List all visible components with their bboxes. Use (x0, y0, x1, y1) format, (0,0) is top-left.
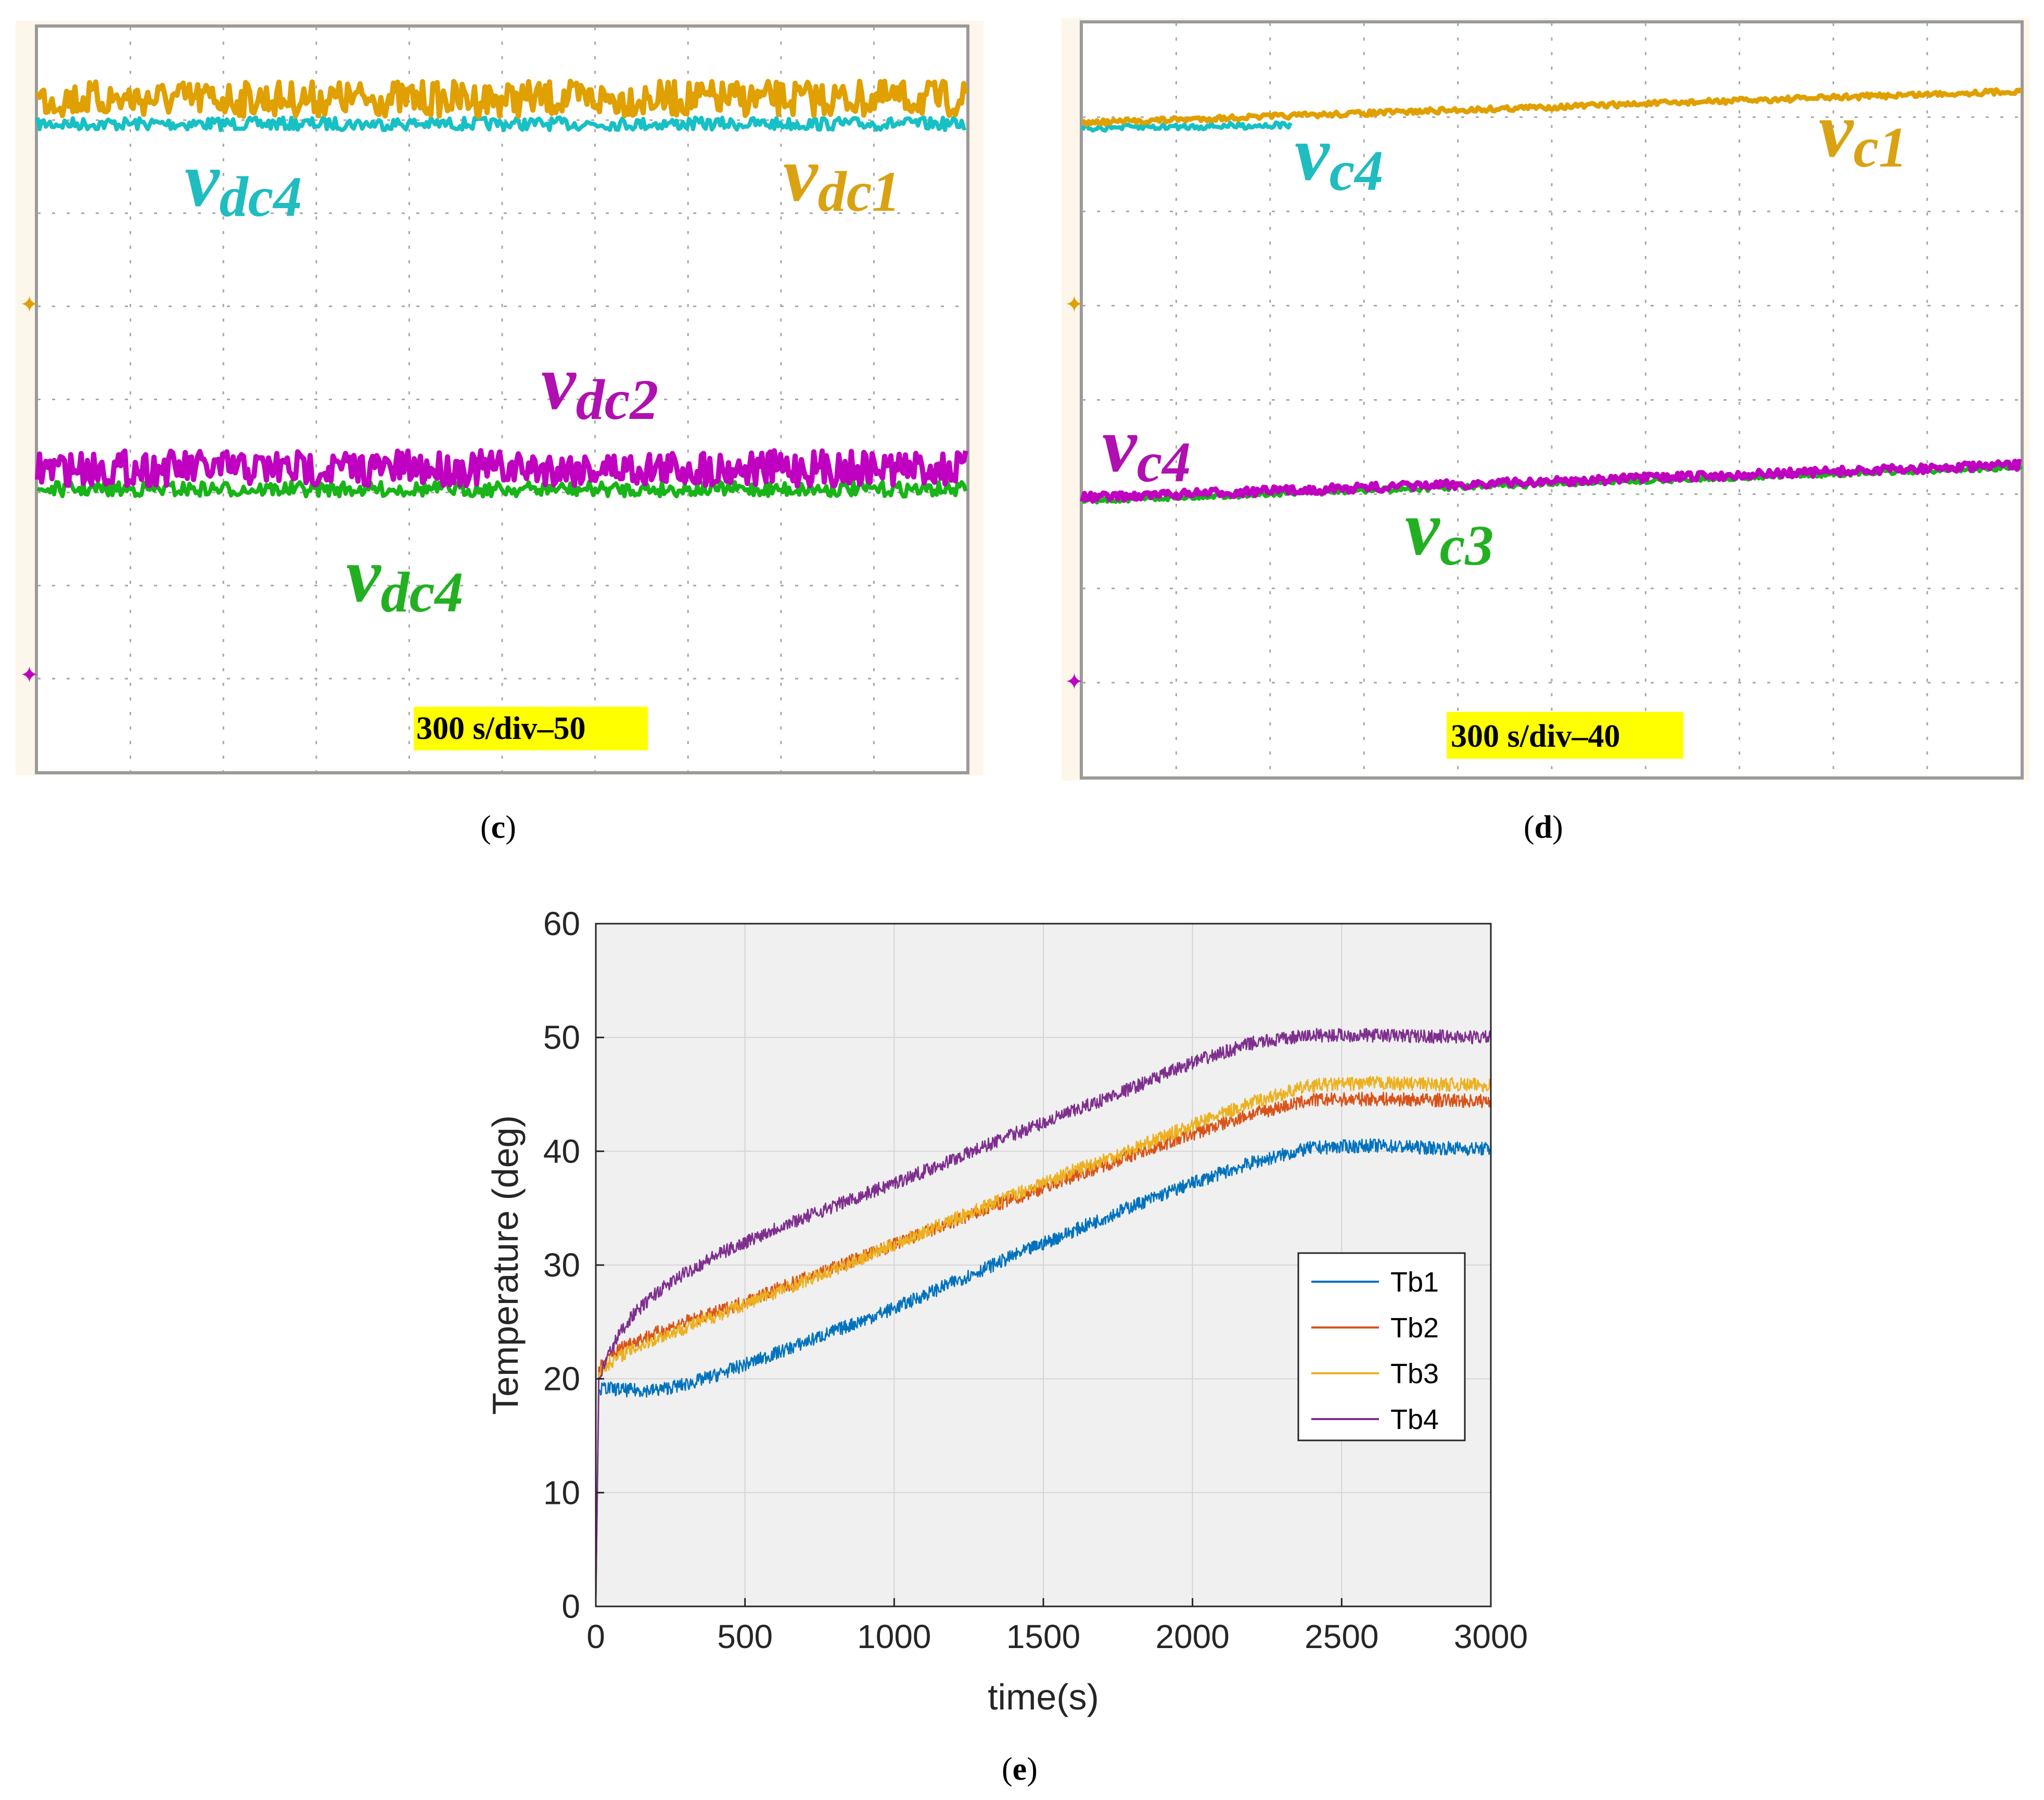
label-d-vc1-orange: vc1 (1819, 87, 1907, 179)
plot-series (595, 1028, 1492, 1607)
scope-d-timebase-badge (1447, 712, 1683, 759)
legend: Tb1 Tb2 Tb3 Tb4 (1297, 1252, 1466, 1441)
legend-label-tb1: Tb1 (1390, 1267, 1439, 1298)
x-tick-label: 3000 (1454, 1618, 1528, 1655)
legend-label-tb3: Tb3 (1390, 1358, 1439, 1389)
legend-label-tb4: Tb4 (1390, 1404, 1439, 1435)
temperature-chart: 0 500 1000 1500 2000 2500 3000 0 10 20 30 40 50 60 ti… (485, 905, 1528, 1717)
scope-c-timebase-badge (414, 707, 648, 750)
label-d-vc4-cyan: vc4 (1295, 110, 1383, 202)
y-tick-label: 10 (543, 1474, 580, 1511)
series-line-tb4 (595, 1028, 1492, 1607)
label-c-vdc2-magenta: vdc2 (541, 339, 658, 431)
scope-panel-d: ✦ ✦ vc4 vc1 vc4 vc3 300 s/div–40 (1062, 18, 2029, 781)
scope-d-ch1-marker: ✦ (1065, 291, 1084, 318)
label-c-vdc4-cyan: vdc4 (185, 136, 302, 228)
label-d-vc4-magenta: vc4 (1102, 402, 1191, 494)
caption-d: (d) (1524, 810, 1563, 845)
series-line-tb3 (595, 1076, 1492, 1607)
trace-d-orange (1081, 87, 2023, 127)
x-tick-label: 1500 (1006, 1618, 1080, 1655)
scope-d-grid (1082, 23, 2021, 777)
y-tick-label: 20 (543, 1360, 580, 1398)
trace-c-cyan (35, 116, 967, 132)
scope-c-ch1-marker: ✦ (20, 291, 39, 318)
scope-c-ch2-marker: ✦ (20, 662, 39, 688)
y-tick-label: 0 (561, 1588, 580, 1625)
scope-d-ch2-marker: ✦ (1065, 669, 1084, 695)
y-tick-label: 50 (543, 1019, 580, 1056)
x-tick-label: 0 (586, 1618, 605, 1655)
trace-d-cyan (1080, 120, 1293, 133)
trace-d-magenta (1080, 458, 2022, 504)
y-tick-label: 30 (543, 1246, 580, 1284)
scope-d-timebase-text: 300 s/div–40 (1451, 719, 1620, 754)
x-tick-label: 2000 (1155, 1618, 1229, 1655)
x-tick-label: 500 (717, 1618, 773, 1655)
x-axis-title: time(s) (988, 1677, 1099, 1717)
label-c-vdc1-orange: vdc1 (783, 131, 900, 223)
caption-e: (e) (1002, 1752, 1038, 1787)
trace-c-magenta (35, 448, 968, 489)
y-tick-label: 60 (543, 905, 580, 942)
scope-panel-c: ✦ ✦ vdc4 vdc1 vdc2 vdc4 300 s/div–50 (16, 21, 983, 775)
scope-c-traces (35, 79, 968, 499)
scope-c-timebase-text: 300 s/div–50 (416, 711, 586, 746)
trace-c-orange (35, 79, 968, 119)
caption-c: (c) (480, 810, 516, 845)
plot-ticks: 0 500 1000 1500 2000 2500 3000 0 10 20 30 40 50 60 (543, 905, 1528, 1655)
series-line-tb1 (595, 1138, 1492, 1607)
scope-c-screen (35, 24, 969, 774)
y-axis-title: Temperature (deg) (485, 1115, 526, 1415)
label-c-vdc4-green: vdc4 (346, 532, 463, 624)
scope-d-traces (1080, 87, 2023, 505)
x-tick-label: 1000 (857, 1618, 931, 1655)
x-tick-label: 2500 (1305, 1618, 1378, 1655)
y-tick-label: 40 (543, 1132, 580, 1170)
legend-label-tb2: Tb2 (1390, 1312, 1439, 1344)
legend-box (1297, 1252, 1466, 1441)
label-d-vc3-green: vc3 (1405, 485, 1493, 577)
